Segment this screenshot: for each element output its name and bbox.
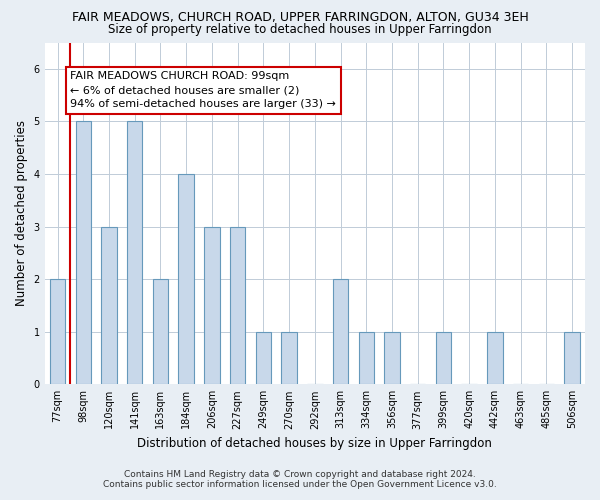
Text: FAIR MEADOWS CHURCH ROAD: 99sqm
← 6% of detached houses are smaller (2)
94% of s: FAIR MEADOWS CHURCH ROAD: 99sqm ← 6% of … xyxy=(70,72,336,110)
Bar xyxy=(487,332,503,384)
Bar xyxy=(436,332,451,384)
Bar xyxy=(127,122,142,384)
Bar xyxy=(359,332,374,384)
Bar xyxy=(385,332,400,384)
Bar xyxy=(565,332,580,384)
Text: Contains HM Land Registry data © Crown copyright and database right 2024.
Contai: Contains HM Land Registry data © Crown c… xyxy=(103,470,497,489)
Text: Size of property relative to detached houses in Upper Farringdon: Size of property relative to detached ho… xyxy=(108,22,492,36)
Bar xyxy=(230,226,245,384)
Text: FAIR MEADOWS, CHURCH ROAD, UPPER FARRINGDON, ALTON, GU34 3EH: FAIR MEADOWS, CHURCH ROAD, UPPER FARRING… xyxy=(71,12,529,24)
Bar xyxy=(101,226,117,384)
Bar xyxy=(76,122,91,384)
Bar xyxy=(153,279,168,384)
Bar xyxy=(333,279,348,384)
Bar xyxy=(50,279,65,384)
Bar xyxy=(204,226,220,384)
Bar xyxy=(281,332,297,384)
Y-axis label: Number of detached properties: Number of detached properties xyxy=(15,120,28,306)
Bar xyxy=(178,174,194,384)
X-axis label: Distribution of detached houses by size in Upper Farringdon: Distribution of detached houses by size … xyxy=(137,437,492,450)
Bar xyxy=(256,332,271,384)
